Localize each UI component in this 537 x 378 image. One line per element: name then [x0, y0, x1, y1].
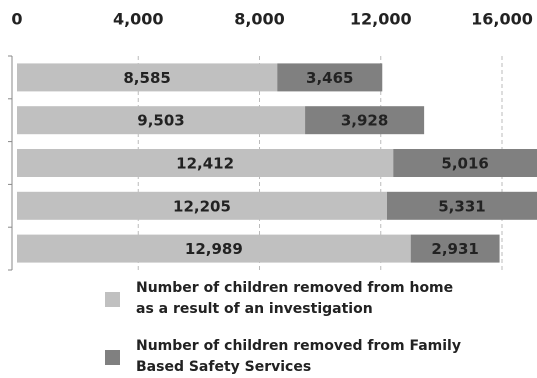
- legend-swatch: [105, 349, 120, 365]
- value-label: 3,928: [341, 112, 388, 130]
- x-tick-label: 12,000: [350, 10, 412, 29]
- x-tick-label: 0: [11, 10, 22, 29]
- bar-segment: [17, 191, 387, 220]
- bar-segment: [277, 63, 383, 92]
- bar-segment: [386, 191, 537, 220]
- x-tick-label: 8,000: [234, 10, 285, 29]
- legend-swatch: [105, 291, 120, 307]
- value-label: 3,465: [306, 69, 353, 87]
- value-label: 9,503: [137, 112, 184, 130]
- bar-segment: [17, 149, 394, 177]
- x-tick-label: 4,000: [113, 10, 164, 29]
- value-label: 8,585: [123, 69, 170, 87]
- legend-item: Number of children removed from Family B…: [105, 336, 466, 378]
- bar-segment: [410, 234, 500, 263]
- legend-label: Number of children removed from home as …: [136, 280, 454, 317]
- value-label: 12,989: [185, 240, 243, 258]
- bar-segment: [17, 234, 411, 263]
- bar-segment: [305, 106, 425, 135]
- value-label: 5,331: [438, 197, 485, 215]
- legend-label: Number of children removed from Family B…: [136, 338, 461, 375]
- value-label: 5,016: [441, 155, 488, 173]
- value-label: 2,931: [431, 240, 478, 258]
- bar-segment: [393, 149, 537, 177]
- bar-segment: [17, 63, 278, 92]
- legend-item: Number of children removed from home as …: [105, 278, 466, 320]
- value-label: 12,412: [176, 155, 234, 173]
- x-tick-label: 16,000: [471, 10, 533, 29]
- value-label: 12,205: [173, 197, 231, 215]
- bar-segment: [17, 106, 306, 135]
